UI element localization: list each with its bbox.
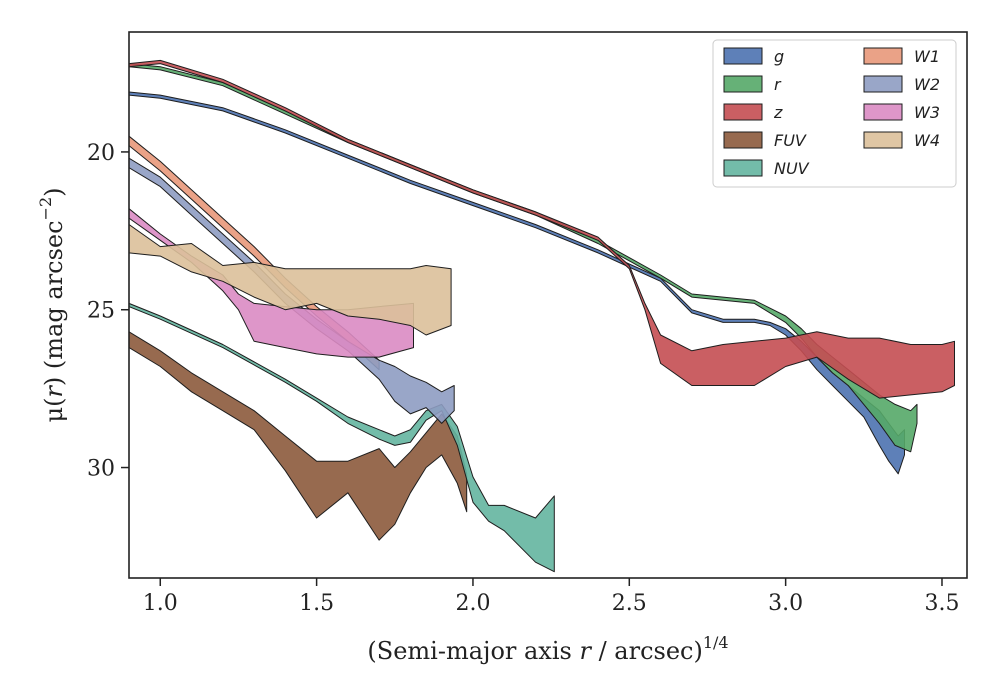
legend-label-r: r [774, 75, 782, 94]
x-axis: 1.0 1.5 2.0 2.5 3.0 3.5 [143, 578, 959, 616]
legend-label-w4: W4 [914, 131, 940, 150]
y-tick-label: 25 [87, 299, 115, 324]
legend-swatch-r [723, 75, 763, 93]
legend: grz FUV NUV W1 W2 W3 W4 [712, 39, 957, 188]
series-band-z [129, 59, 955, 399]
x-tick-label: 2.0 [455, 591, 490, 616]
x-tick-label: 1.5 [299, 591, 334, 616]
series-band-w4 [129, 224, 452, 336]
legend-swatch-w4 [863, 131, 903, 149]
y-tick-label: 20 [87, 141, 115, 166]
series-band-nuv [129, 302, 555, 573]
y-axis-label: μ(r) (mag arcsec−2) [36, 187, 68, 422]
legend-swatch-fuv [723, 131, 763, 149]
legend-swatch-w1 [863, 47, 903, 65]
series-band-fuv [129, 331, 468, 541]
x-tick-label: 3.5 [924, 591, 959, 616]
legend-label-w1: W1 [914, 47, 940, 66]
x-tick-label: 3.0 [768, 591, 803, 616]
legend-swatch-g [723, 47, 763, 65]
legend-label-w2: W2 [914, 75, 940, 94]
legend-label-w3: W3 [914, 103, 940, 122]
series-layer [129, 59, 955, 573]
legend-swatch-z [723, 103, 763, 121]
legend-label-g: g [774, 47, 784, 66]
y-axis: 20 25 30 [87, 141, 129, 482]
x-axis-label: (Semi-major axis r / arcsec)1/4 [367, 633, 728, 665]
legend-label-nuv: NUV [774, 159, 810, 178]
x-tick-label: 2.5 [612, 591, 647, 616]
y-tick-label: 30 [87, 457, 115, 482]
legend-swatch-w2 [863, 75, 903, 93]
legend-label-z: z [773, 103, 783, 122]
legend-label-fuv: FUV [774, 131, 807, 150]
plot-frame [128, 31, 968, 579]
legend-swatch-nuv [723, 159, 763, 177]
series-band-w3 [129, 208, 414, 358]
series-band-g [129, 91, 905, 475]
legend-swatch-w3 [863, 103, 903, 121]
x-tick-label: 1.0 [143, 591, 178, 616]
